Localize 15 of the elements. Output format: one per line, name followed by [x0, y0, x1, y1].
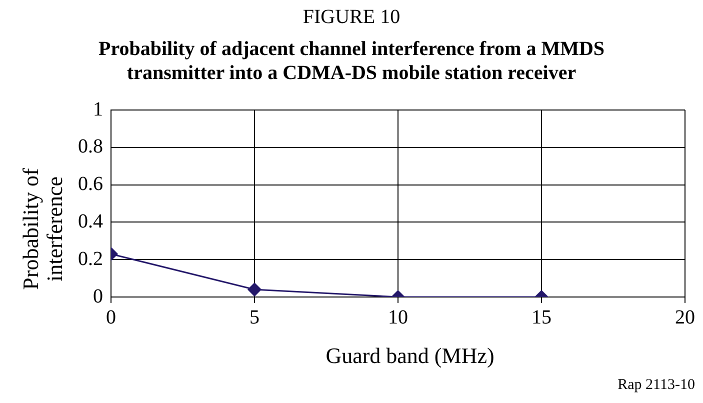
x-tick-label: 10: [388, 306, 408, 328]
y-tick-label: 0.6: [78, 173, 103, 196]
text: Rap 2113-10: [618, 377, 695, 394]
y-tick-label: 0.4: [78, 210, 103, 232]
caption: FIGURE 10: [302, 6, 402, 29]
x-tick-label: 20: [675, 306, 695, 328]
x-axis-title: Guard band (MHz): [324, 343, 496, 369]
x-tick-label: 5: [250, 306, 260, 328]
y-axis-title: Probability of interference: [18, 167, 67, 292]
y-tick-label: 1: [93, 98, 103, 120]
chart-title: Probability of adjacent channel interference from a MMDS transmitter into a CDMA-DS mobile station receiver: [97, 37, 606, 85]
x-tick-label: 15: [532, 306, 552, 328]
y-tick-label: 0.2: [78, 248, 103, 270]
y-tick-label: 0.8: [78, 136, 103, 158]
y-tick-label: 0: [93, 285, 103, 308]
